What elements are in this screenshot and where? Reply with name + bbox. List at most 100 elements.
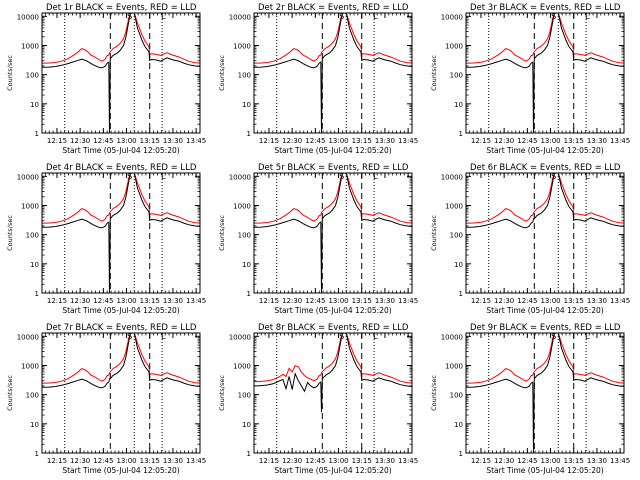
panel-title: Det 4r BLACK = Events, RED = LLD: [46, 163, 197, 173]
x-tick-label: 12:30: [70, 137, 90, 145]
x-axis-label: Start Time (05-Jul-04 12:05:20): [62, 306, 179, 315]
y-tick-label: 10: [242, 101, 251, 109]
x-tick-label: 12:45: [517, 297, 537, 305]
x-tick-label: 13:00: [328, 297, 348, 305]
x-tick-label: 13:00: [116, 137, 136, 145]
attenuator-marker-l: L: [373, 332, 378, 341]
x-tick-label: 13:15: [564, 137, 584, 145]
y-tick-label: 1000: [233, 362, 251, 370]
x-tick-label: 13:00: [540, 297, 560, 305]
attenuator-marker-l: L: [373, 172, 378, 181]
plot-frame: [465, 172, 625, 294]
y-tick-label: 100: [450, 72, 463, 80]
plot-frame: [253, 12, 413, 134]
x-axis-label: Start Time (05-Jul-04 12:05:20): [62, 466, 179, 475]
y-axis-label: Counts/sec: [430, 215, 438, 251]
y-tick-label: 10000: [229, 13, 251, 21]
attenuator-marker-l: L: [585, 172, 590, 181]
x-tick-label: 13:00: [116, 297, 136, 305]
x-tick-label: 12:45: [517, 137, 537, 145]
y-tick-label: 100: [238, 392, 251, 400]
panel-title: Det 3r BLACK = Events, RED = LLD: [470, 3, 621, 13]
detector-panel-1: Det 1r BLACK = Events, RED = LLD Counts/s…: [6, 3, 206, 155]
x-tick-label: 13:00: [116, 457, 136, 465]
x-tick-label: 12:15: [47, 137, 67, 145]
x-tick-label: 13:00: [540, 137, 560, 145]
x-tick-label: 13:30: [375, 457, 395, 465]
x-tick-label: 12:30: [282, 457, 302, 465]
x-tick-label: 13:15: [140, 297, 160, 305]
y-tick-label: 1: [247, 290, 251, 298]
x-tick-label: 13:15: [140, 137, 160, 145]
x-tick-label: 12:30: [494, 137, 514, 145]
y-tick-label: 100: [238, 72, 251, 80]
x-tick-label: 12:45: [93, 457, 113, 465]
detector-panel-8: Det 8r BLACK = Events, RED = LLD Counts/s…: [218, 323, 418, 475]
y-tick-label: 1: [35, 290, 39, 298]
attenuator-marker-l: L: [585, 332, 590, 341]
x-tick-label: 13:15: [352, 457, 372, 465]
x-tick-label: 13:45: [610, 137, 630, 145]
x-axis-label: Start Time (05-Jul-04 12:05:20): [274, 466, 391, 475]
y-axis-label: Counts/sec: [218, 375, 226, 411]
x-tick-label: 13:45: [186, 297, 206, 305]
y-tick-label: 1000: [21, 202, 39, 210]
panel-title: Det 8r BLACK = Events, RED = LLD: [258, 323, 409, 333]
x-tick-label: 12:15: [471, 297, 491, 305]
panel-title: Det 2r BLACK = Events, RED = LLD: [258, 3, 409, 13]
series-line-events: [466, 173, 624, 229]
y-axis-label: Counts/sec: [6, 215, 14, 251]
y-tick-label: 1000: [21, 42, 39, 50]
x-tick-label: 12:45: [305, 457, 325, 465]
detector-panel-3: Det 3r BLACK = Events, RED = LLD Counts/s…: [430, 3, 630, 155]
y-tick-label: 10: [30, 101, 39, 109]
panel-title: Det 7r BLACK = Events, RED = LLD: [46, 323, 197, 333]
attenuator-marker-l: L: [373, 12, 378, 21]
y-tick-label: 100: [26, 392, 39, 400]
y-axis-label: Counts/sec: [430, 55, 438, 91]
series-line-events: [466, 333, 624, 453]
y-tick-label: 1000: [21, 362, 39, 370]
series-line-lld: [466, 333, 624, 384]
y-tick-label: 10000: [17, 173, 39, 181]
plot-frame: [41, 12, 201, 134]
x-axis-label: Start Time (05-Jul-04 12:05:20): [62, 146, 179, 155]
plot-frame: [41, 332, 201, 454]
y-tick-label: 10: [242, 261, 251, 269]
y-tick-label: 1000: [445, 362, 463, 370]
y-tick-label: 1: [247, 450, 251, 458]
series-line-events: [254, 333, 412, 413]
series-line-events: [254, 173, 412, 293]
y-tick-label: 1: [459, 290, 463, 298]
x-tick-label: 12:30: [282, 137, 302, 145]
x-axis-label: Start Time (05-Jul-04 12:05:20): [486, 466, 603, 475]
x-axis-label: Start Time (05-Jul-04 12:05:20): [486, 146, 603, 155]
x-tick-label: 12:30: [282, 297, 302, 305]
y-tick-label: 10000: [441, 173, 463, 181]
panel-title: Det 1r BLACK = Events, RED = LLD: [46, 3, 197, 13]
series-line-lld: [42, 173, 200, 224]
x-tick-label: 12:15: [259, 457, 279, 465]
y-tick-label: 10: [242, 421, 251, 429]
plot-frame: [465, 332, 625, 454]
x-tick-label: 12:45: [93, 137, 113, 145]
x-tick-label: 13:30: [163, 137, 183, 145]
y-tick-label: 1: [459, 450, 463, 458]
y-axis-label: Counts/sec: [430, 375, 438, 411]
y-axis-label: Counts/sec: [218, 55, 226, 91]
x-tick-label: 12:45: [305, 137, 325, 145]
plot-frame: [465, 12, 625, 134]
x-tick-label: 12:15: [259, 137, 279, 145]
detector-panel-5: Det 5r BLACK = Events, RED = LLD Counts/s…: [218, 163, 418, 315]
x-tick-label: 13:15: [352, 297, 372, 305]
y-axis-label: Counts/sec: [6, 55, 14, 91]
y-tick-label: 100: [26, 232, 39, 240]
series-line-lld: [254, 333, 412, 384]
detector-panel-6: Det 6r BLACK = Events, RED = LLD Counts/s…: [430, 163, 630, 315]
plot-frame: [253, 172, 413, 294]
x-tick-label: 13:45: [398, 137, 418, 145]
x-tick-label: 13:30: [163, 297, 183, 305]
series-line-lld: [42, 13, 200, 64]
attenuator-marker-l: L: [161, 172, 166, 181]
